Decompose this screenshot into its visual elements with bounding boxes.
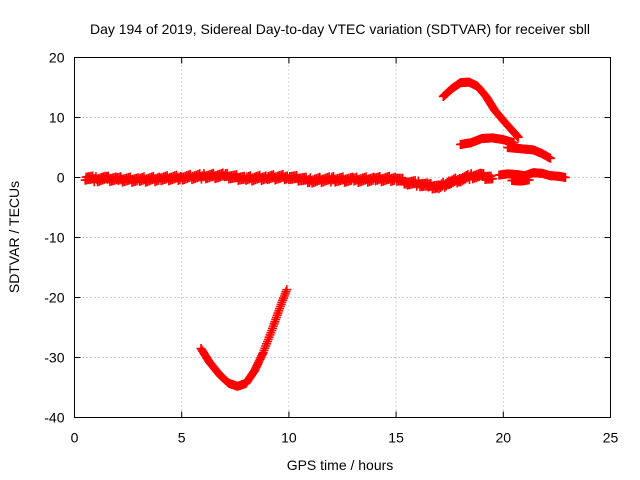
y-tick-label: 10 xyxy=(49,110,65,126)
series-arc-mid xyxy=(455,133,519,149)
data-point xyxy=(277,297,287,307)
x-tick-label: 0 xyxy=(71,430,79,446)
x-axis-label: GPS time / hours xyxy=(287,457,394,473)
data-point xyxy=(280,289,290,299)
series-baseline xyxy=(80,168,498,194)
data-point xyxy=(282,285,292,295)
data-point xyxy=(275,302,285,311)
series-arc-high xyxy=(438,77,523,142)
data-point xyxy=(281,287,291,297)
data-marks xyxy=(80,77,570,391)
series-tail2 xyxy=(507,175,534,186)
series-arc-low xyxy=(196,285,292,391)
x-tick-labels: 0 5 10 15 20 25 xyxy=(71,430,619,446)
x-tick-label: 15 xyxy=(388,430,404,446)
y-tick-labels: -40 -30 -20 -10 0 10 20 xyxy=(44,50,64,426)
y-tick-label: -20 xyxy=(44,290,64,306)
y-axis-label: SDTVAR / TECUs xyxy=(6,181,22,293)
y-tick-label: -40 xyxy=(44,410,64,426)
data-point xyxy=(488,174,498,184)
series-arc-mid2 xyxy=(503,143,555,163)
data-point xyxy=(524,175,534,185)
data-point xyxy=(279,291,289,301)
y-tick-label: -30 xyxy=(44,350,64,366)
x-tick-label: 20 xyxy=(496,430,512,446)
x-tick-label: 10 xyxy=(281,430,297,446)
data-point xyxy=(513,131,523,141)
data-point xyxy=(276,299,286,309)
x-tick-label: 25 xyxy=(603,430,619,446)
data-point xyxy=(545,153,555,163)
chart-title: Day 194 of 2019, Sidereal Day-to-day VTE… xyxy=(90,21,590,37)
tick-marks xyxy=(74,57,611,418)
x-tick-label: 5 xyxy=(178,430,186,446)
y-tick-label: -10 xyxy=(44,230,64,246)
data-point xyxy=(512,131,522,140)
data-point xyxy=(279,293,289,303)
data-point xyxy=(560,173,570,182)
data-point xyxy=(513,132,523,142)
data-point xyxy=(278,295,288,305)
y-tick-label: 0 xyxy=(57,170,65,186)
y-tick-label: 20 xyxy=(49,50,65,66)
